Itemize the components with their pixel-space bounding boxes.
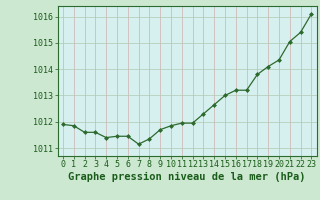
X-axis label: Graphe pression niveau de la mer (hPa): Graphe pression niveau de la mer (hPa) — [68, 172, 306, 182]
